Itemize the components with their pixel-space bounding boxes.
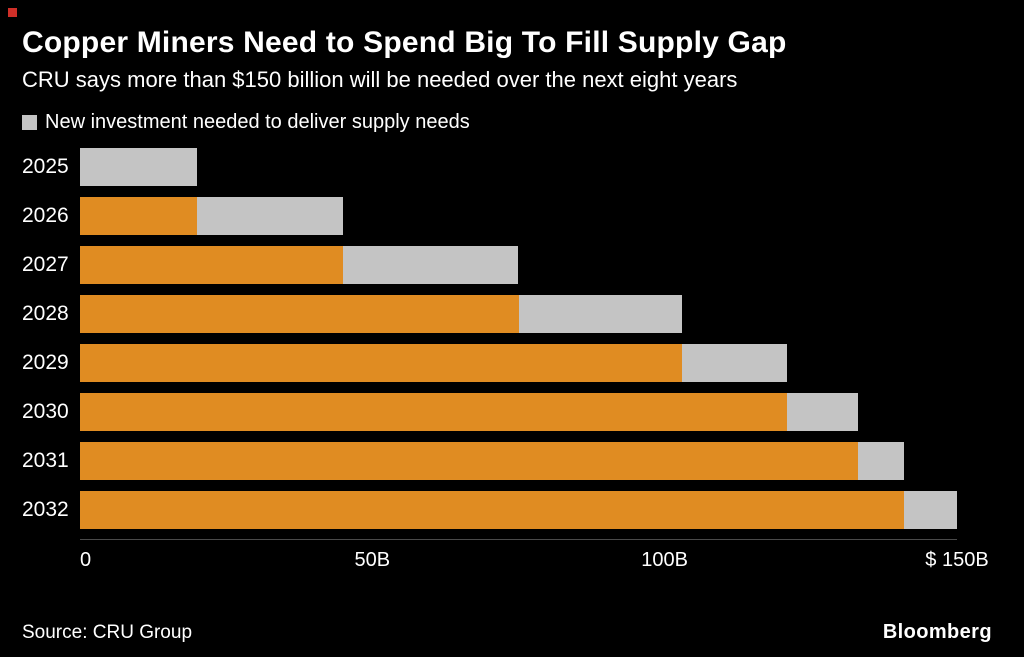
chart-title: Copper Miners Need to Spend Big To Fill … — [22, 26, 787, 59]
bar-track — [80, 491, 957, 530]
bar-track — [80, 393, 957, 432]
legend: New investment needed to deliver supply … — [22, 111, 1024, 134]
y-axis-label: 2031 — [22, 449, 69, 473]
y-axis-label: 2025 — [22, 155, 69, 179]
bar-segment — [80, 246, 344, 285]
x-axis: 0 50B 100B $ 150B — [80, 539, 989, 573]
y-axis-label: 2032 — [22, 498, 69, 522]
chart-card: Copper Miners Need to Spend Big To Fill … — [22, 26, 1024, 573]
plot-area: 2025 2026 2027 2028 2029 2030 2031 2032 — [22, 148, 957, 530]
y-axis-label: 2026 — [22, 204, 69, 228]
bar-track — [80, 246, 957, 285]
bar-segment — [80, 393, 788, 432]
bar-segment — [80, 442, 858, 481]
bar-row: 2026 — [22, 197, 957, 236]
bar-segment — [787, 393, 858, 432]
bar-segment — [80, 491, 905, 530]
chart-subtitle: CRU says more than $150 billion will be … — [22, 67, 738, 92]
bar-segment — [80, 197, 197, 236]
bar-row: 2027 — [22, 246, 957, 285]
red-corner-marker — [8, 8, 17, 17]
bloomberg-logo: Bloomberg — [882, 621, 992, 643]
y-axis-label: 2028 — [22, 302, 69, 326]
footer: Source: CRU Group Bloomberg — [0, 621, 1024, 644]
bar-segment — [343, 246, 519, 285]
y-axis-label: 2030 — [22, 400, 69, 424]
bar-row: 2030 — [22, 393, 957, 432]
bar-row: 2032 — [22, 491, 957, 530]
bar-segment — [857, 442, 905, 481]
legend-label: New investment needed to deliver supply … — [45, 111, 470, 134]
bar-track — [80, 148, 957, 187]
bar-track — [80, 442, 957, 481]
bar-track — [80, 197, 957, 236]
bar-track — [80, 295, 957, 334]
x-axis-tick-label: 100B — [641, 549, 689, 572]
bar-row: 2029 — [22, 344, 957, 383]
bar-segment — [682, 344, 788, 383]
y-axis-label: 2027 — [22, 253, 69, 277]
bar-row: 2028 — [22, 295, 957, 334]
bar-segment — [904, 491, 957, 530]
bar-row: 2031 — [22, 442, 957, 481]
x-axis-tick-label: $ 150B — [925, 549, 989, 572]
legend-swatch-icon — [22, 115, 37, 131]
bar-track — [80, 344, 957, 383]
y-axis-label: 2029 — [22, 351, 69, 375]
source-label: Source: CRU Group — [22, 621, 193, 643]
x-axis-tick-label: 50B — [354, 549, 391, 572]
bar-segment — [80, 148, 197, 187]
bar-segment — [80, 295, 519, 334]
bar-row: 2025 — [22, 148, 957, 187]
bar-segment — [196, 197, 344, 236]
bar-segment — [80, 344, 683, 383]
x-axis-tick-label: 0 — [80, 549, 92, 572]
bar-segment — [518, 295, 683, 334]
